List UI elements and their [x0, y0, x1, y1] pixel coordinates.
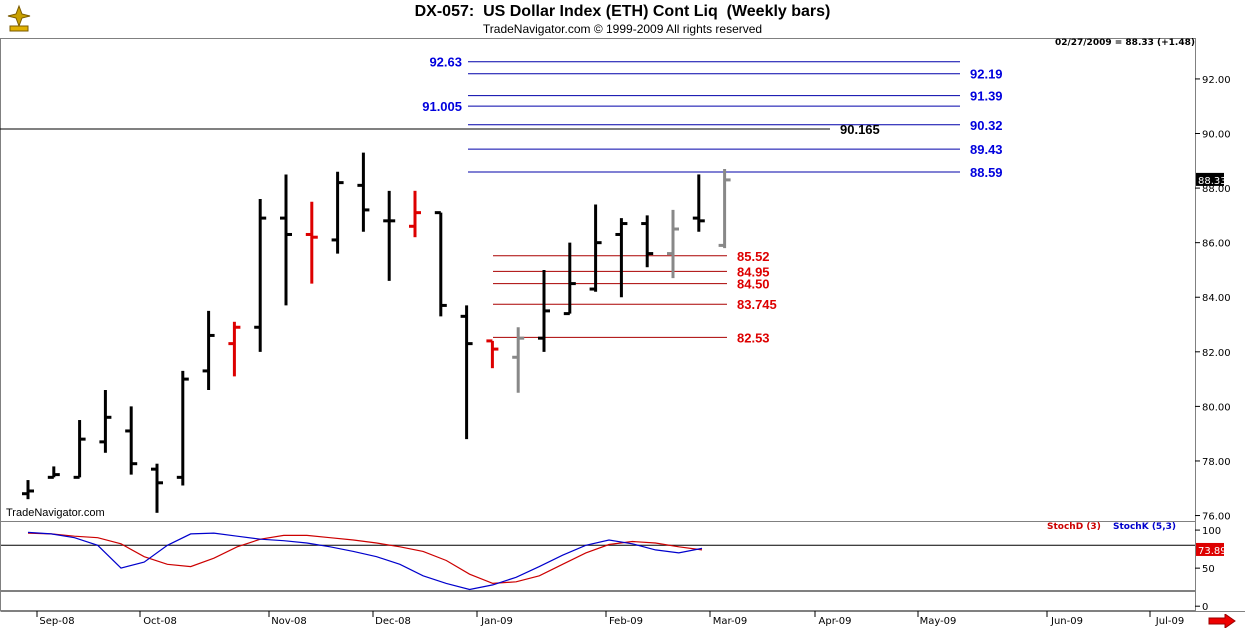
price-panel-frame — [0, 38, 1196, 522]
price-tick-label: 86.00 — [1202, 239, 1231, 250]
ohlc-bar — [151, 463, 163, 513]
price-axis: 76.00 78.00 80.00 82.00 84.00 86.00 88.00 90.00… — [1195, 75, 1231, 523]
fib-level-label-red: 85.52 — [737, 249, 770, 264]
time-tick-label: Sep-08 — [39, 616, 74, 627]
ohlc-bar — [538, 269, 550, 352]
ohlc-bar — [486, 339, 499, 369]
ohlc-bar — [73, 420, 86, 479]
price-tick-label: 92.00 — [1202, 75, 1231, 86]
stoch-tick-label: 50 — [1202, 564, 1215, 575]
ohlc-bar — [667, 209, 679, 279]
chart-subtitle: TradeNavigator.com © 1999-2009 All right… — [482, 22, 763, 36]
stoch-last-badge-label: 73.89 — [1198, 546, 1227, 557]
ohlc-bar — [125, 406, 138, 475]
ohlc-bar — [692, 174, 705, 232]
fib-level-label-blue: 92.19 — [970, 67, 1003, 82]
price-tick-label: 80.00 — [1202, 402, 1231, 413]
last-price-badge — [1196, 172, 1224, 186]
ohlc-bar — [254, 199, 267, 352]
stoch-axis: 0 50 100 73.89 — [1195, 526, 1227, 613]
ohlc-bar — [641, 215, 654, 268]
price-tick-label: 76.00 — [1202, 512, 1231, 523]
ohlc-bar — [512, 327, 525, 393]
ohlc-bar — [383, 190, 396, 281]
time-tick-label: Feb-09 — [609, 616, 643, 627]
title-bar: DX-057: US Dollar Index (ETH) Cont Liq (… — [0, 0, 1245, 38]
ohlc-bar — [202, 310, 215, 391]
stoch-panel-frame — [0, 521, 1196, 611]
time-tick-label: Jul-09 — [1155, 616, 1184, 627]
stoch-panel — [1, 531, 1195, 592]
stoch-tick-label: 100 — [1202, 526, 1221, 537]
ohlc-bar — [718, 168, 731, 249]
last-price-badge-label: 88.33 — [1198, 176, 1227, 187]
fib-level-label-blue: 88.59 — [970, 165, 1003, 180]
fib-level-label-red: 84.95 — [737, 264, 770, 279]
ohlc-bar — [228, 321, 241, 377]
tradenavigator-logo-icon — [7, 4, 31, 32]
ohlc-bar — [563, 242, 576, 316]
fib-level-label-blue: 91.39 — [970, 89, 1003, 104]
ohlc-bar — [280, 174, 292, 306]
ohlc-bar — [615, 218, 628, 298]
fib-level-label-blue: 90.32 — [970, 118, 1003, 133]
time-tick-label: Apr-09 — [819, 616, 852, 627]
watermark: TradeNavigator.com — [6, 507, 105, 519]
stochd-line — [27, 532, 703, 585]
chart-title: DX-057: US Dollar Index (ETH) Cont Liq (… — [414, 3, 831, 20]
ohlc-bar — [176, 370, 189, 486]
ohlc-bar — [22, 480, 34, 500]
price-tick-label: 82.00 — [1202, 348, 1231, 359]
time-tick-label: Jun-09 — [1050, 616, 1083, 627]
price-tick-label: 88.00 — [1202, 184, 1231, 195]
ohlc-bar — [331, 171, 344, 254]
fib-level-label-blue: 89.43 — [970, 142, 1003, 157]
time-tick-label: Oct-08 — [143, 616, 177, 627]
price-levels: 92.63 92.19 91.39 91.005 90.32 89.43 88.59 90.1… — [0, 55, 1003, 345]
price-tick-label: 84.00 — [1202, 293, 1231, 304]
fib-level-label-blue: 92.63 — [429, 55, 462, 70]
legend-stochk: StochK (5,3) — [1113, 522, 1176, 532]
price-bars — [22, 152, 731, 513]
fib-level-label-blue: 91.005 — [422, 99, 462, 114]
support-level-label-black: 90.165 — [840, 122, 880, 137]
time-tick-label: May-09 — [920, 616, 957, 627]
last-price-readout: 02/27/2009 = 88.33 (+1.48) — [1054, 38, 1195, 48]
legend-stochd: StochD (3) — [1047, 522, 1101, 532]
ohlc-bar — [589, 204, 602, 292]
stoch-tick-label: 0 — [1202, 602, 1208, 613]
ohlc-bar — [99, 390, 112, 453]
time-tick-label: Nov-08 — [271, 616, 307, 627]
stoch-last-badge — [1196, 542, 1224, 556]
fib-level-label-red: 82.53 — [737, 330, 770, 345]
time-tick-label: Mar-09 — [713, 616, 748, 627]
ohlc-bar — [434, 211, 447, 317]
fib-level-label-red: 84.50 — [737, 277, 770, 292]
time-axis: Sep-08 Oct-08 Nov-08 Dec-08 Jan-09 Feb-09 Mar-… — [36, 611, 1184, 627]
price-tick-label: 78.00 — [1202, 457, 1231, 468]
ohlc-bar — [357, 152, 370, 232]
scroll-right-arrow-icon[interactable] — [1208, 614, 1236, 628]
time-tick-label: Jan-09 — [480, 616, 513, 627]
fib-level-label-red: 83.745 — [737, 297, 777, 312]
time-tick-label: Dec-08 — [375, 616, 411, 627]
ohlc-bar — [409, 190, 421, 238]
ohlc-bar — [305, 201, 318, 284]
ohlc-bar — [460, 305, 473, 440]
stochk-line — [27, 531, 703, 591]
ohlc-bar — [47, 466, 60, 479]
price-tick-label: 90.00 — [1202, 130, 1231, 141]
